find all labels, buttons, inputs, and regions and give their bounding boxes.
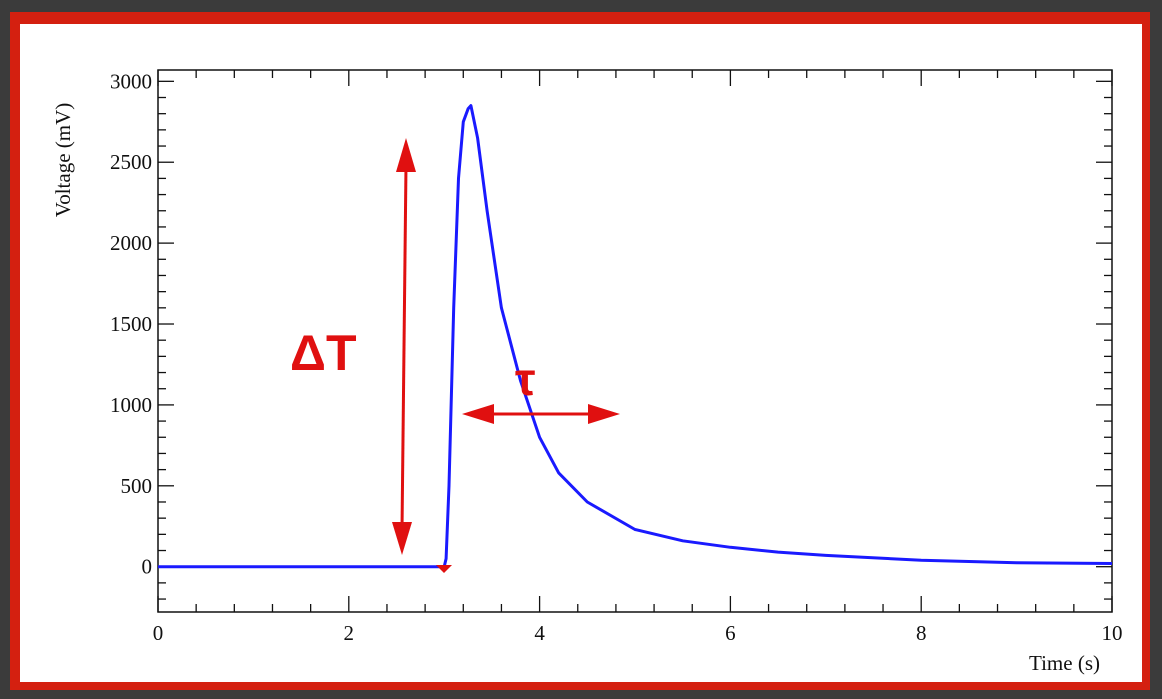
delta-t-label: ΔT — [290, 325, 356, 381]
x-tick-label: 4 — [534, 621, 545, 645]
y-tick-label: 1500 — [110, 312, 152, 336]
tau-label: τ — [515, 353, 536, 405]
x-axis-label: Time (s) — [1029, 651, 1100, 675]
signal-series-line — [158, 104, 1113, 569]
y-tick-label: 1000 — [110, 393, 152, 417]
tau-arrow — [462, 404, 620, 424]
y-tick-label: 0 — [142, 555, 153, 579]
plot-panel — [20, 24, 1142, 682]
y-axis-label: Voltage (mV) — [51, 103, 75, 218]
x-tick-label: 10 — [1102, 621, 1123, 645]
x-tick-label: 0 — [153, 621, 164, 645]
axes-frame — [157, 69, 1113, 613]
axes-box — [157, 69, 1113, 613]
tau-arrowhead-left — [462, 404, 494, 424]
tau-arrowhead-right — [588, 404, 620, 424]
x-tick-label: 6 — [725, 621, 736, 645]
x-tick-label: 8 — [916, 621, 927, 645]
delta-t-arrowhead-down — [392, 522, 412, 555]
onset-marker — [436, 565, 452, 573]
delta-t-arrowhead-up — [396, 138, 416, 172]
y-tick-label: 2500 — [110, 150, 152, 174]
delta-t-arrow — [392, 138, 416, 555]
ticks — [157, 70, 1113, 612]
y-tick-label: 2000 — [110, 231, 152, 255]
x-tick-label: 2 — [344, 621, 355, 645]
y-tick-label: 3000 — [110, 69, 152, 93]
y-tick-label: 500 — [121, 474, 153, 498]
tick-labels: 0 2 4 6 8 10 0 500 1000 1500 2000 2500 3000 — [110, 69, 1123, 645]
